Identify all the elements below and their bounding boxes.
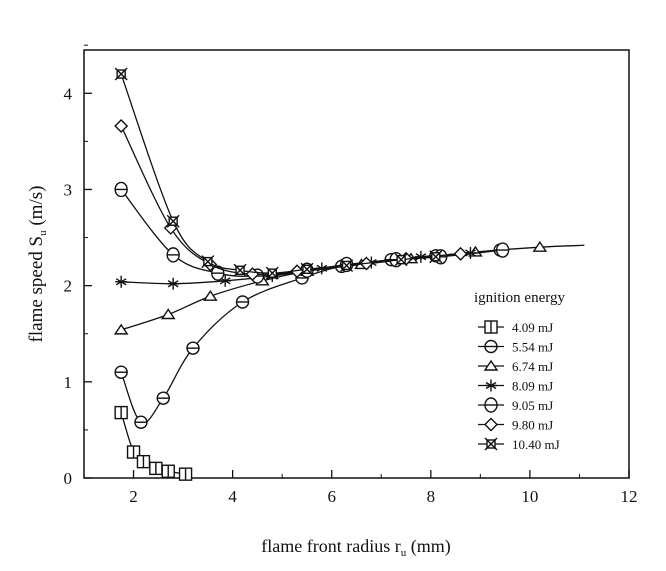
- data-point: [160, 308, 176, 320]
- legend-label: 8.09 mJ: [512, 379, 553, 394]
- data-point: [114, 365, 128, 379]
- x-tick-label: 6: [327, 487, 336, 506]
- data-point: [394, 253, 408, 267]
- diamond-marker: [114, 118, 129, 133]
- y-tick-label: 1: [64, 373, 73, 392]
- data-point: [300, 262, 314, 276]
- legend-item: 4.09 mJ: [478, 320, 553, 335]
- data-point: [453, 246, 468, 261]
- data-point: [156, 391, 170, 405]
- data-point: [161, 464, 175, 478]
- data-point: [495, 242, 510, 258]
- data-point: [166, 247, 180, 263]
- legend-label: 4.09 mJ: [512, 320, 553, 335]
- data-point: [201, 255, 215, 269]
- legend-marker: [484, 417, 498, 432]
- data-point: [186, 341, 200, 355]
- x-tick-label: 4: [228, 487, 237, 506]
- data-point: [115, 275, 128, 288]
- data-point: [233, 263, 247, 277]
- series-10_40-mJ: [114, 67, 443, 280]
- y-tick-label: 4: [64, 84, 73, 103]
- marker-stroke: [233, 263, 247, 277]
- data-point: [114, 405, 128, 420]
- series-line: [120, 73, 436, 274]
- plot-frame: [83, 49, 630, 479]
- diamond-marker: [453, 246, 468, 261]
- triangle-marker: [483, 359, 499, 371]
- legend-item: 9.80 mJ: [478, 418, 553, 433]
- series-line: [120, 244, 585, 331]
- x-axis-label: flame front radius ru (mm): [261, 536, 450, 559]
- marker-stroke: [300, 262, 314, 276]
- legend-label: 5.54 mJ: [512, 340, 553, 355]
- legend-item: 9.05 mJ: [478, 397, 553, 413]
- data-point: [114, 118, 129, 133]
- legend-label: 9.80 mJ: [512, 418, 553, 433]
- legend-marker: [484, 437, 498, 451]
- legend-label: 6.74 mJ: [512, 359, 553, 374]
- marker-stroke: [114, 67, 128, 81]
- marker-stroke: [429, 250, 443, 264]
- diamond-marker: [290, 264, 305, 279]
- data-point: [167, 277, 180, 290]
- legend-label: 10.40 mJ: [512, 437, 560, 452]
- marker-stroke: [394, 253, 408, 267]
- diamond-marker: [484, 417, 498, 432]
- x-tick-label: 10: [521, 487, 538, 506]
- y-tick-label: 0: [64, 469, 73, 488]
- legend-marker: [483, 359, 499, 371]
- data-point: [429, 250, 443, 264]
- legend-item: 5.54 mJ: [478, 340, 553, 355]
- data-point: [114, 67, 128, 81]
- y-tick-label: 2: [64, 277, 73, 296]
- data-point: [113, 323, 129, 335]
- series-4_09-mJ: [114, 405, 193, 481]
- x-tick-label: 12: [621, 487, 638, 506]
- data-point: [178, 467, 193, 481]
- marker-stroke: [265, 266, 279, 280]
- marker-stroke: [484, 437, 498, 451]
- legend-title: ignition energy: [474, 290, 565, 306]
- data-point: [290, 264, 305, 279]
- legend-marker: [484, 397, 498, 413]
- y-axis-label: flame speed Su (m/s): [26, 186, 49, 343]
- data-point: [532, 240, 548, 252]
- y-tick-label: 3: [64, 180, 73, 199]
- data-point: [114, 181, 128, 198]
- data-point: [149, 461, 163, 476]
- x-tick-label: 2: [129, 487, 138, 506]
- triangle-marker: [203, 289, 218, 301]
- data-point: [134, 415, 148, 429]
- data-point: [136, 454, 151, 469]
- x-tick-label: 8: [427, 487, 436, 506]
- marker-stroke: [340, 258, 354, 272]
- legend-item: 8.09 mJ: [478, 379, 553, 394]
- data-point: [166, 214, 180, 228]
- legend-marker: [484, 320, 498, 334]
- data-point: [235, 295, 250, 309]
- data-point: [340, 258, 354, 272]
- legend: ignition energy 4.09 mJ 5.54 mJ 6.74 mJ 8.0…: [474, 290, 565, 452]
- legend-item: 6.74 mJ: [478, 359, 553, 374]
- data-point: [203, 289, 218, 301]
- data-point: [265, 266, 279, 280]
- marker-stroke: [201, 255, 215, 269]
- legend-marker: [485, 379, 497, 392]
- triangle-marker: [113, 323, 129, 335]
- triangle-marker: [532, 240, 548, 252]
- data-point: [126, 445, 141, 459]
- legend-label: 9.05 mJ: [512, 398, 553, 413]
- legend-item: 10.40 mJ: [478, 437, 560, 452]
- triangle-marker: [160, 308, 176, 320]
- legend-marker: [484, 339, 498, 354]
- marker-stroke: [166, 214, 180, 228]
